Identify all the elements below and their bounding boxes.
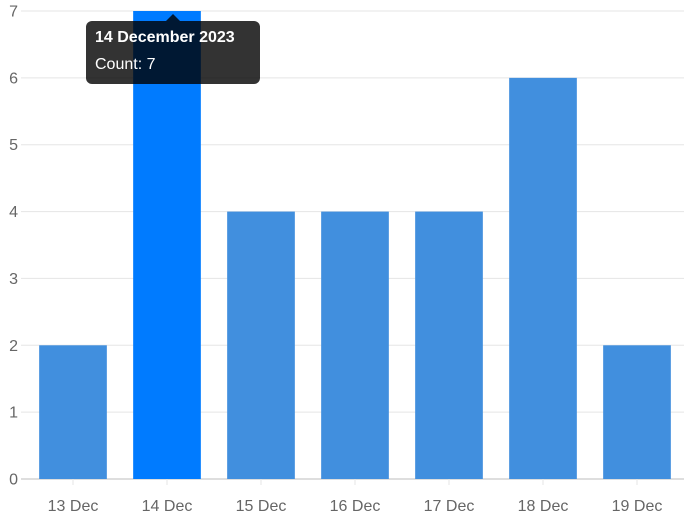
- tooltip-body: Count: 7: [95, 56, 156, 73]
- x-tick-label: 16 Dec: [330, 498, 381, 515]
- y-tick-label: 6: [9, 70, 18, 87]
- x-tick-label: 19 Dec: [612, 498, 663, 515]
- x-tick-label: 18 Dec: [518, 498, 569, 515]
- bar[interactable]: [133, 11, 201, 479]
- x-axis-ticks: 13 Dec 14 Dec 15 Dec 16 Dec 17 Dec 18 Dec 19 D…: [48, 479, 663, 515]
- y-tick-label: 2: [9, 338, 18, 355]
- tooltip-caret: [166, 14, 180, 21]
- bar[interactable]: [227, 211, 295, 480]
- bar[interactable]: [321, 211, 389, 480]
- y-axis-ticks: 0 1 2 3 4 5 6 7: [9, 4, 18, 489]
- x-tick-label: 17 Dec: [424, 498, 475, 515]
- x-tick-label: 13 Dec: [48, 498, 99, 515]
- y-tick-label: 5: [9, 137, 18, 154]
- y-tick-label: 1: [9, 405, 18, 422]
- y-tick-label: 7: [9, 4, 18, 21]
- y-tick-label: 4: [9, 204, 18, 221]
- x-tick-label: 15 Dec: [236, 498, 287, 515]
- bar[interactable]: [39, 345, 107, 479]
- tooltip-title: 14 December 2023: [95, 29, 235, 46]
- x-tick-label: 14 Dec: [142, 498, 193, 515]
- bar[interactable]: [415, 211, 483, 480]
- y-tick-label: 3: [9, 271, 18, 288]
- tooltip: 14 December 2023 Count: 7: [86, 21, 260, 84]
- bars: [39, 11, 671, 480]
- bar[interactable]: [509, 77, 577, 479]
- bar[interactable]: [603, 345, 671, 479]
- y-tick-label: 0: [9, 472, 18, 489]
